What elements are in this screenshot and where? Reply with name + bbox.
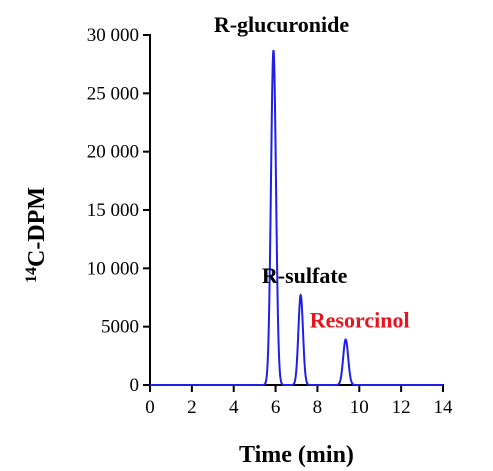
y-axis-title-superscript: 14: [23, 267, 40, 283]
y-tick-label: 10 000: [87, 258, 139, 279]
x-tick-label: 2: [187, 397, 197, 418]
peak-label: R-glucuronide: [214, 12, 350, 37]
x-tick-label: 0: [145, 397, 155, 418]
y-tick-label: 25 000: [87, 83, 139, 104]
x-tick-label: 4: [229, 397, 239, 418]
x-tick-label: 14: [434, 397, 454, 418]
peak-label: Resorcinol: [310, 308, 410, 333]
peak-annotations: R-glucuronide R-sulfate Resorcinol: [214, 12, 410, 332]
y-axis-title-main: C-DPM: [24, 187, 50, 267]
x-tick-label: 12: [392, 397, 411, 418]
x-tick-label: 10: [350, 397, 369, 418]
y-axis-ticks: 0 5000 10 000 15 000 20 000 25 000 30 000: [87, 25, 150, 396]
radioactivity-trace: [150, 49, 443, 386]
y-tick-label: 20 000: [87, 142, 139, 163]
y-tick-label: 5000: [101, 317, 139, 338]
x-axis-title: Time (min): [239, 442, 354, 468]
x-tick-label: 6: [271, 397, 281, 418]
x-axis-ticks: 0 2 4 6 8 10 12 14: [145, 385, 453, 418]
y-tick-label: 15 000: [87, 200, 139, 221]
x-tick-label: 8: [313, 397, 323, 418]
y-axis-title: 14C-DPM: [23, 187, 51, 283]
peak-label: R-sulfate: [262, 263, 348, 288]
y-tick-label: 30 000: [87, 25, 139, 46]
y-tick-label: 0: [130, 375, 140, 396]
